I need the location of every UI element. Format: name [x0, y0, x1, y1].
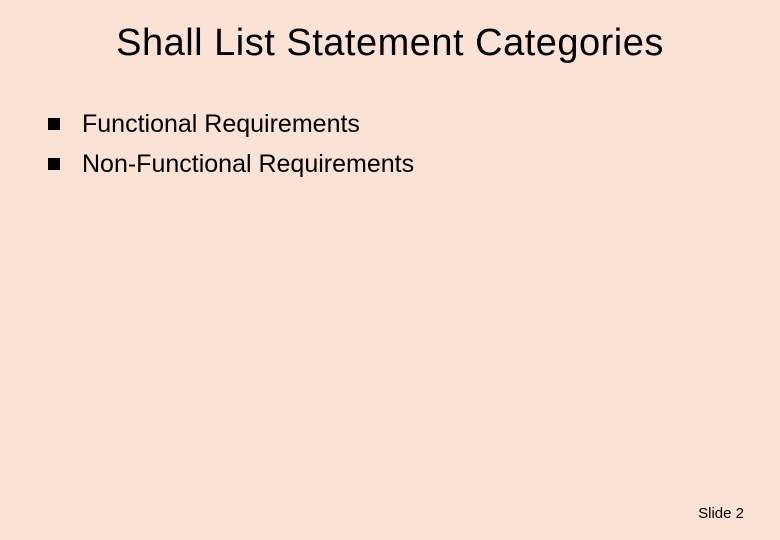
slide: Shall List Statement Categories Function… — [0, 0, 780, 540]
footer-page-number: 2 — [736, 505, 744, 522]
bullet-square-icon — [48, 118, 60, 130]
bullet-text: Functional Requirements — [82, 108, 360, 142]
footer-label: Slide — [698, 505, 731, 522]
bullet-list: Functional Requirements Non-Functional R… — [48, 108, 740, 188]
list-item: Non-Functional Requirements — [48, 148, 740, 182]
bullet-text: Non-Functional Requirements — [82, 148, 414, 182]
slide-number: Slide 2 — [698, 505, 744, 522]
bullet-square-icon — [48, 158, 60, 170]
list-item: Functional Requirements — [48, 108, 740, 142]
slide-title: Shall List Statement Categories — [0, 22, 780, 65]
